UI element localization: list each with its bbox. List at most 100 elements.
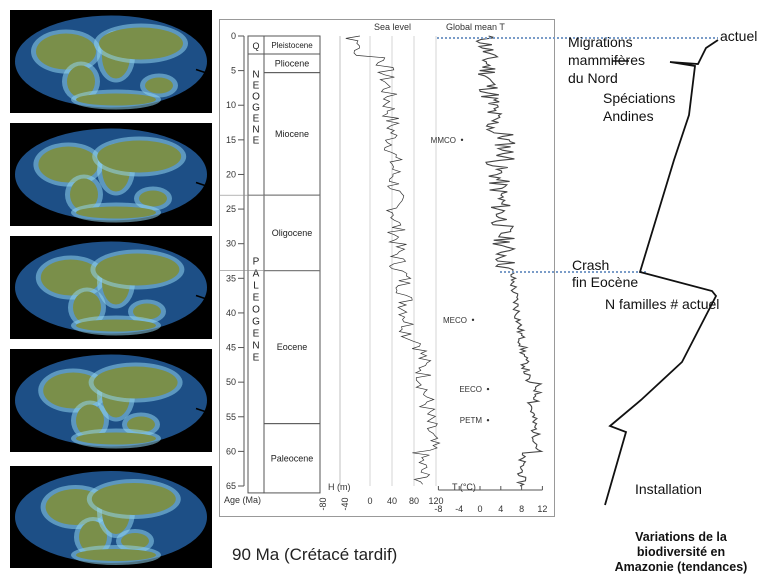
period-letter-paleogene: O bbox=[252, 304, 260, 315]
age-tick-label: 35 bbox=[226, 273, 236, 283]
epoch-label: Pliocene bbox=[275, 58, 310, 68]
continent bbox=[38, 146, 99, 183]
continent bbox=[76, 206, 156, 219]
pointer-arrow bbox=[195, 407, 209, 414]
continent bbox=[76, 404, 104, 437]
age-axis-label: Age (Ma) bbox=[224, 495, 261, 505]
period-letter-paleogene: E bbox=[253, 352, 260, 363]
climate-event-marker bbox=[486, 419, 490, 422]
continent bbox=[76, 319, 156, 332]
continent bbox=[70, 178, 98, 211]
sea-level-tick-label: -80 bbox=[318, 497, 328, 510]
sea-level-tick-label: -40 bbox=[340, 497, 350, 510]
paleomap-globe bbox=[15, 354, 209, 449]
climate-event-marker bbox=[460, 138, 464, 142]
continent bbox=[97, 140, 182, 173]
age-tick-label: 15 bbox=[226, 135, 236, 145]
continent bbox=[73, 291, 101, 324]
period-letter-paleogene: E bbox=[253, 292, 260, 303]
period-letter-neogene: G bbox=[252, 103, 260, 114]
paleomap-eocene bbox=[10, 349, 212, 452]
paleomap-present bbox=[10, 10, 212, 113]
period-letter-paleogene: P bbox=[253, 256, 260, 267]
biodiversity-caption-line2: biodiversité en bbox=[636, 545, 726, 559]
period-label-quaternary: Q bbox=[252, 41, 259, 51]
temperature-tick-label: 0 bbox=[477, 504, 482, 514]
sea-level-tick-label: 40 bbox=[387, 496, 397, 506]
age-tick-label: 25 bbox=[226, 204, 236, 214]
pointer-arrow bbox=[195, 68, 209, 75]
period-letter-paleogene: L bbox=[253, 280, 259, 291]
epoch-label: Eocene bbox=[277, 342, 308, 352]
temperature-tick-label: 8 bbox=[519, 504, 524, 514]
continent bbox=[93, 366, 178, 399]
age-tick-label: 20 bbox=[226, 169, 236, 179]
period-letter-neogene: E bbox=[253, 81, 260, 92]
paleomap-globe bbox=[15, 471, 207, 565]
label-installation: Installation bbox=[635, 481, 702, 497]
continent bbox=[36, 33, 96, 70]
continent bbox=[121, 533, 149, 549]
period-letter-paleogene: A bbox=[253, 268, 260, 279]
age-tick-label: 60 bbox=[226, 446, 236, 456]
climate-event-label: MMCO bbox=[431, 136, 456, 145]
continent bbox=[43, 372, 104, 409]
sea-level-tick-label: 120 bbox=[428, 496, 443, 506]
period-letter-neogene: N bbox=[252, 125, 259, 136]
sea-level-tick-label: 80 bbox=[409, 496, 419, 506]
paleomap-miocene bbox=[10, 123, 212, 226]
period-letter-neogene: E bbox=[253, 114, 260, 125]
sea-level-tick-label: 0 bbox=[367, 496, 372, 506]
temperature-tick-label: 4 bbox=[498, 504, 503, 514]
pointer-arrow bbox=[195, 294, 209, 301]
continent bbox=[40, 259, 101, 296]
paleomap-globe bbox=[15, 241, 209, 336]
label-migrations-line2: mammifères bbox=[568, 52, 646, 68]
label-speciations: Spéciations bbox=[603, 90, 676, 106]
temperature-tick-label: -8 bbox=[434, 504, 442, 514]
continent bbox=[133, 303, 161, 320]
biodiversity-caption-line3: Amazonie (tendances) bbox=[614, 560, 748, 574]
epoch-cell bbox=[263, 72, 321, 196]
epoch-label: Miocene bbox=[275, 129, 309, 139]
continent bbox=[76, 549, 156, 561]
sea-level-axis-label: H (m) bbox=[328, 482, 351, 492]
label-migrations: Migrations bbox=[568, 34, 633, 50]
temperature-tick-label: 12 bbox=[537, 504, 547, 514]
climate-event-label: MECO bbox=[443, 316, 467, 325]
global-mean-t-title: Global mean T bbox=[446, 22, 505, 32]
age-tick-label: 0 bbox=[231, 31, 236, 41]
continent bbox=[76, 432, 156, 445]
pointer-arrow bbox=[195, 181, 209, 188]
paleomap-globe bbox=[15, 15, 209, 110]
climate-event-marker bbox=[471, 318, 475, 322]
age-tick-label: 40 bbox=[226, 308, 236, 318]
temperature-curve bbox=[475, 35, 544, 487]
label-migrations-line3: du Nord bbox=[568, 70, 618, 86]
biodiversity-caption: Variations de la biodiversité en Amazoni… bbox=[606, 530, 756, 575]
period-letter-paleogene: N bbox=[252, 340, 259, 351]
sea-level-curve bbox=[345, 35, 441, 485]
continent bbox=[127, 416, 155, 433]
continent bbox=[79, 521, 107, 553]
period-letter-neogene: O bbox=[252, 92, 260, 103]
age-tick-label: 30 bbox=[226, 239, 236, 249]
epoch-label: Pleistocene bbox=[271, 41, 313, 50]
period-letter-paleogene: G bbox=[252, 316, 260, 327]
continent bbox=[67, 65, 95, 98]
label-actuel: actuel bbox=[720, 28, 758, 44]
period-letter-neogene: E bbox=[253, 136, 260, 147]
epoch-label: Oligocene bbox=[272, 228, 313, 238]
paleomap-cretaceous bbox=[10, 466, 212, 568]
continent bbox=[95, 253, 180, 286]
age-tick-label: 50 bbox=[226, 377, 236, 387]
label-crash: Crash bbox=[572, 257, 610, 273]
epoch-label: Paleocene bbox=[271, 453, 314, 463]
label-speciations-line2: Andines bbox=[603, 108, 654, 124]
climate-event-marker bbox=[486, 387, 490, 391]
age-tick-label: 65 bbox=[226, 481, 236, 491]
biodiversity-caption-line1: Variations de la bbox=[635, 530, 727, 544]
